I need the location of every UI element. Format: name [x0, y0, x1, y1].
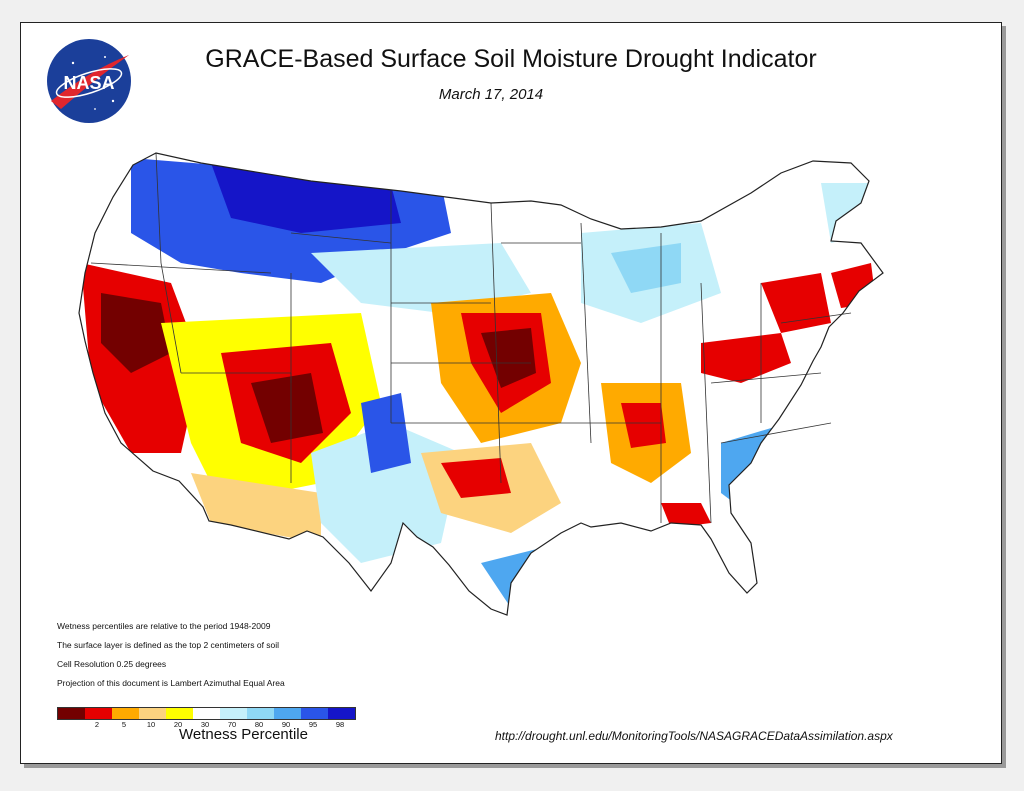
legend-tick-3: 20: [173, 720, 183, 729]
legend-swatch-7: [247, 708, 274, 719]
legend-swatch-9: [301, 708, 328, 719]
region-utah-extreme-dry: [251, 373, 323, 443]
legend-swatch-1: [85, 708, 112, 719]
region-wisconsin-wet: [611, 243, 681, 293]
legend-tick-8: 95: [308, 720, 318, 729]
legend-tick-5: 70: [227, 720, 237, 729]
legend-tick-9: 98: [335, 720, 345, 729]
legend-swatch-0: [58, 708, 85, 719]
legend-swatch-5: [193, 708, 220, 719]
soil-moisture-map: [78, 152, 884, 616]
region-louisiana-coast-dry: [661, 503, 711, 528]
nasa-logo: NASA: [47, 39, 131, 123]
us-outline: [78, 152, 884, 616]
legend-swatch-3: [139, 708, 166, 719]
legend-tick-2: 10: [146, 720, 156, 729]
svg-text:NASA: NASA: [63, 73, 114, 93]
region-oklahoma-severe-dry: [441, 458, 511, 498]
legend-tick-7: 90: [281, 720, 291, 729]
region-ohio-valley-severe-dry: [701, 333, 791, 383]
legend-swatch-8: [274, 708, 301, 719]
map-title: GRACE-Based Surface Soil Moisture Drough…: [205, 45, 817, 73]
region-kansas-extreme-dry: [481, 328, 536, 388]
region-arizona-light-dry: [191, 473, 321, 543]
legend-tick-6: 80: [254, 720, 264, 729]
note-projection: Projection of this document is Lambert A…: [57, 678, 285, 688]
legend-tick-labels: 2 5 10 20 30 70 80 90 95 98: [57, 720, 439, 732]
region-georgia-carolina-extreme-wet: [761, 423, 841, 513]
legend-tick-0: 2: [94, 720, 100, 729]
legend-swatch-10: [328, 708, 355, 719]
region-florida-severe-dry: [781, 533, 821, 593]
legend-swatch-2: [112, 708, 139, 719]
legend-tick-1: 5: [121, 720, 127, 729]
figure-frame: NASA GRACE-Based Surface Soil Moisture D…: [20, 22, 1002, 764]
region-northern-plains-light-wet: [311, 243, 531, 313]
legend-swatch-6: [220, 708, 247, 719]
legend-color-bar: [57, 707, 356, 720]
region-oregon-extreme-dry: [101, 293, 171, 373]
note-resolution: Cell Resolution 0.25 degrees: [57, 659, 167, 669]
state-boundaries: [90, 152, 852, 524]
legend-tick-4: 30: [200, 720, 210, 729]
legend-swatch-4: [166, 708, 193, 719]
legend-label: Wetness Percentile: [179, 726, 308, 743]
region-colorado-wet: [361, 393, 411, 473]
source-url[interactable]: http://drought.unl.edu/MonitoringTools/N…: [495, 729, 893, 743]
note-period: Wetness percentiles are relative to the …: [57, 621, 271, 631]
map-date: March 17, 2014: [438, 86, 544, 103]
map-notes: Wetness percentiles are relative to the …: [57, 621, 285, 697]
note-surface-layer: The surface layer is defined as the top …: [57, 640, 280, 650]
region-florida-panhandle-exceptional-wet: [741, 503, 811, 533]
region-missouri-severe-dry: [621, 403, 666, 448]
